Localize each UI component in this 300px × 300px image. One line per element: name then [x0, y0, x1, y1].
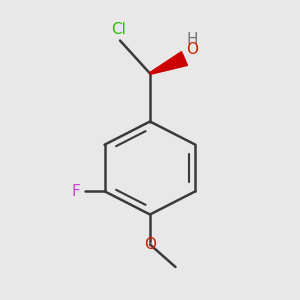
Text: O: O	[144, 237, 156, 252]
Text: H: H	[186, 32, 198, 47]
Text: Cl: Cl	[111, 22, 126, 37]
Polygon shape	[150, 52, 188, 74]
Text: O: O	[186, 42, 198, 57]
Text: F: F	[72, 184, 80, 199]
